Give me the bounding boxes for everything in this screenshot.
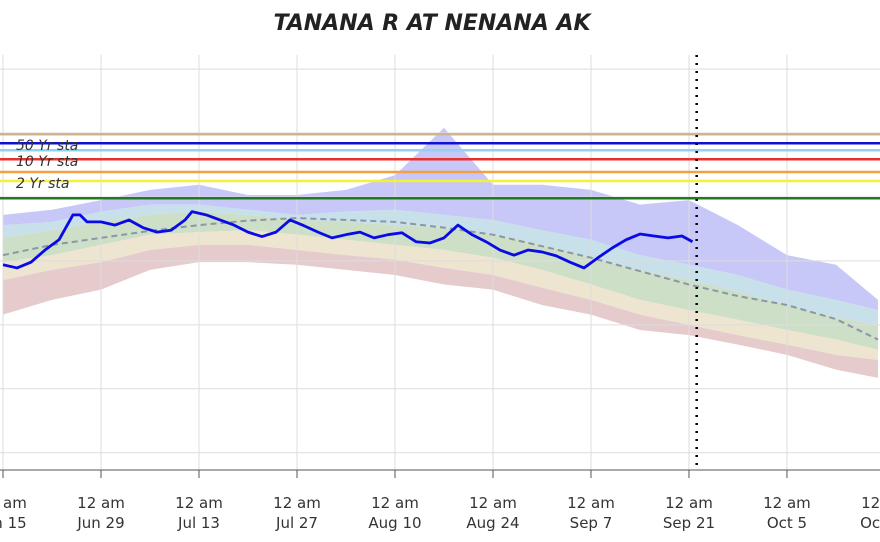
x-tick-label-line: 12 am [175,494,223,512]
x-tick-label-line: Sep 21 [663,514,715,532]
x-tick-label: 12 am Jul 27 [273,494,321,532]
percentile-band [3,244,878,378]
percentile-band [3,204,878,325]
x-tick-label-line: Jun 15 [0,514,27,532]
x-tick-label: 12 am Oct 5 [763,494,811,532]
threshold-label: 10 Yr sta [16,154,78,170]
x-tick-label-line: Sep 7 [570,514,613,532]
x-tick-label: 12 am Aug 10 [368,494,421,532]
x-tick-label-line: Oct 5 [767,514,807,532]
x-tick-label-line: Jun 29 [76,514,124,532]
x-tick-label-line: 12 am [861,494,880,512]
x-tick-label: 12 am Sep 21 [663,494,715,532]
chart-title: TANANA R AT NENANA AK [273,11,592,36]
x-tick-label: 12 am Jun 15 [0,494,27,532]
x-tick-label-line: 12 am [763,494,811,512]
x-tick-label-line: 12 am [567,494,615,512]
x-tick-label: 12 am Oct 19 [860,494,880,532]
percentile-band [3,127,878,311]
x-tick-label: 12 am Aug 24 [466,494,519,532]
x-tick-label: 12 am Jun 29 [76,494,124,532]
x-tick-label-line: Aug 10 [368,514,421,532]
x-tick-label-line: 12 am [273,494,321,512]
percentile-band [3,230,878,361]
threshold-label: 50 Yr sta [16,138,78,154]
x-tick-label-line: 12 am [371,494,419,512]
x-tick-label-line: 12 am [665,494,713,512]
x-tick-label: 12 am Sep 7 [567,494,615,532]
x-tick-label-line: 12 am [0,494,27,512]
x-tick-label-line: Jul 13 [177,514,220,532]
observed-line [2,210,694,270]
x-tick-label-line: 12 am [469,494,517,512]
x-tick-label-line: Jul 27 [275,514,318,532]
x-tick-label-line: Aug 24 [466,514,519,532]
median-line [2,217,879,341]
x-tick-label-line: Oct 19 [860,514,880,532]
threshold-label: 2 Yr sta [16,176,69,192]
x-tick-label-line: 12 am [77,494,125,512]
x-tick-label: 12 am Jul 13 [175,494,223,532]
